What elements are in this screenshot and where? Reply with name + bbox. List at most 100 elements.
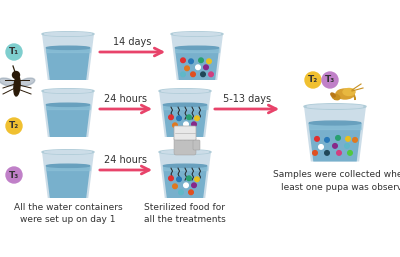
Circle shape bbox=[189, 59, 193, 63]
Circle shape bbox=[313, 151, 317, 155]
Polygon shape bbox=[46, 166, 90, 198]
Circle shape bbox=[337, 151, 341, 155]
Circle shape bbox=[181, 72, 185, 77]
Polygon shape bbox=[171, 34, 223, 80]
Circle shape bbox=[6, 167, 22, 183]
Circle shape bbox=[185, 66, 189, 71]
Ellipse shape bbox=[164, 103, 206, 106]
Polygon shape bbox=[304, 106, 366, 161]
Circle shape bbox=[196, 65, 200, 70]
Ellipse shape bbox=[164, 164, 206, 167]
Circle shape bbox=[192, 183, 196, 188]
Polygon shape bbox=[42, 152, 94, 198]
Circle shape bbox=[305, 72, 321, 88]
Circle shape bbox=[179, 190, 183, 195]
Text: All the water containers
were set up on day 1: All the water containers were set up on … bbox=[14, 203, 122, 225]
Circle shape bbox=[6, 118, 22, 134]
Circle shape bbox=[191, 72, 195, 77]
Circle shape bbox=[184, 122, 188, 127]
Ellipse shape bbox=[46, 164, 90, 167]
Circle shape bbox=[169, 176, 173, 181]
Circle shape bbox=[201, 72, 205, 77]
FancyBboxPatch shape bbox=[180, 131, 186, 140]
Ellipse shape bbox=[44, 89, 91, 93]
Ellipse shape bbox=[309, 121, 361, 125]
FancyBboxPatch shape bbox=[184, 131, 190, 140]
Polygon shape bbox=[42, 91, 94, 137]
Text: 14 days: 14 days bbox=[113, 37, 152, 47]
Circle shape bbox=[6, 44, 22, 60]
Ellipse shape bbox=[42, 32, 94, 36]
Polygon shape bbox=[308, 123, 362, 161]
Circle shape bbox=[177, 116, 181, 121]
Circle shape bbox=[209, 72, 213, 77]
Text: T₃: T₃ bbox=[9, 170, 19, 179]
Circle shape bbox=[189, 129, 193, 134]
Circle shape bbox=[199, 58, 203, 63]
Ellipse shape bbox=[42, 150, 94, 154]
Circle shape bbox=[204, 65, 208, 70]
Polygon shape bbox=[175, 48, 219, 80]
Ellipse shape bbox=[343, 88, 355, 96]
Circle shape bbox=[353, 137, 357, 142]
Polygon shape bbox=[46, 48, 90, 52]
Text: Sterilized food for
all the treatments: Sterilized food for all the treatments bbox=[144, 203, 226, 225]
Circle shape bbox=[187, 176, 191, 181]
Polygon shape bbox=[163, 105, 207, 109]
Circle shape bbox=[184, 183, 188, 188]
Ellipse shape bbox=[159, 150, 211, 154]
Ellipse shape bbox=[332, 94, 340, 100]
Polygon shape bbox=[42, 34, 94, 80]
Text: T₂: T₂ bbox=[9, 122, 19, 131]
Polygon shape bbox=[46, 166, 90, 170]
Circle shape bbox=[345, 144, 349, 148]
Ellipse shape bbox=[162, 89, 208, 93]
Ellipse shape bbox=[174, 32, 220, 35]
Ellipse shape bbox=[44, 32, 91, 35]
Circle shape bbox=[195, 116, 199, 121]
FancyBboxPatch shape bbox=[174, 137, 196, 155]
Polygon shape bbox=[46, 48, 90, 80]
Circle shape bbox=[179, 129, 183, 134]
Ellipse shape bbox=[42, 89, 94, 93]
Circle shape bbox=[333, 144, 337, 148]
Circle shape bbox=[177, 177, 181, 182]
Ellipse shape bbox=[307, 105, 363, 108]
Text: T₃: T₃ bbox=[325, 76, 335, 85]
Text: Samples were collected when at
least one pupa was observed: Samples were collected when at least one… bbox=[273, 170, 400, 191]
Circle shape bbox=[181, 58, 185, 63]
Circle shape bbox=[169, 115, 173, 120]
Text: 24 hours: 24 hours bbox=[104, 155, 148, 165]
Polygon shape bbox=[163, 105, 207, 137]
Text: T₂: T₂ bbox=[308, 76, 318, 85]
Circle shape bbox=[336, 136, 340, 140]
Ellipse shape bbox=[46, 103, 90, 106]
FancyBboxPatch shape bbox=[174, 126, 196, 140]
Circle shape bbox=[207, 59, 211, 63]
Ellipse shape bbox=[0, 78, 15, 86]
Circle shape bbox=[315, 137, 319, 141]
Circle shape bbox=[189, 190, 193, 195]
Circle shape bbox=[325, 151, 329, 155]
Circle shape bbox=[192, 122, 196, 127]
Circle shape bbox=[187, 115, 191, 120]
Circle shape bbox=[12, 71, 20, 78]
Polygon shape bbox=[308, 123, 362, 128]
Ellipse shape bbox=[46, 46, 90, 49]
Circle shape bbox=[346, 137, 350, 141]
Polygon shape bbox=[46, 105, 90, 109]
Circle shape bbox=[322, 72, 338, 88]
Polygon shape bbox=[159, 152, 211, 198]
Circle shape bbox=[325, 137, 329, 142]
Polygon shape bbox=[159, 91, 211, 137]
Circle shape bbox=[348, 151, 352, 155]
Circle shape bbox=[195, 177, 199, 182]
Ellipse shape bbox=[171, 32, 223, 36]
Ellipse shape bbox=[336, 89, 354, 99]
Polygon shape bbox=[163, 166, 207, 170]
Polygon shape bbox=[46, 105, 90, 137]
Ellipse shape bbox=[14, 76, 20, 96]
Ellipse shape bbox=[162, 151, 208, 153]
Text: T₁: T₁ bbox=[9, 48, 19, 57]
Circle shape bbox=[173, 184, 177, 189]
